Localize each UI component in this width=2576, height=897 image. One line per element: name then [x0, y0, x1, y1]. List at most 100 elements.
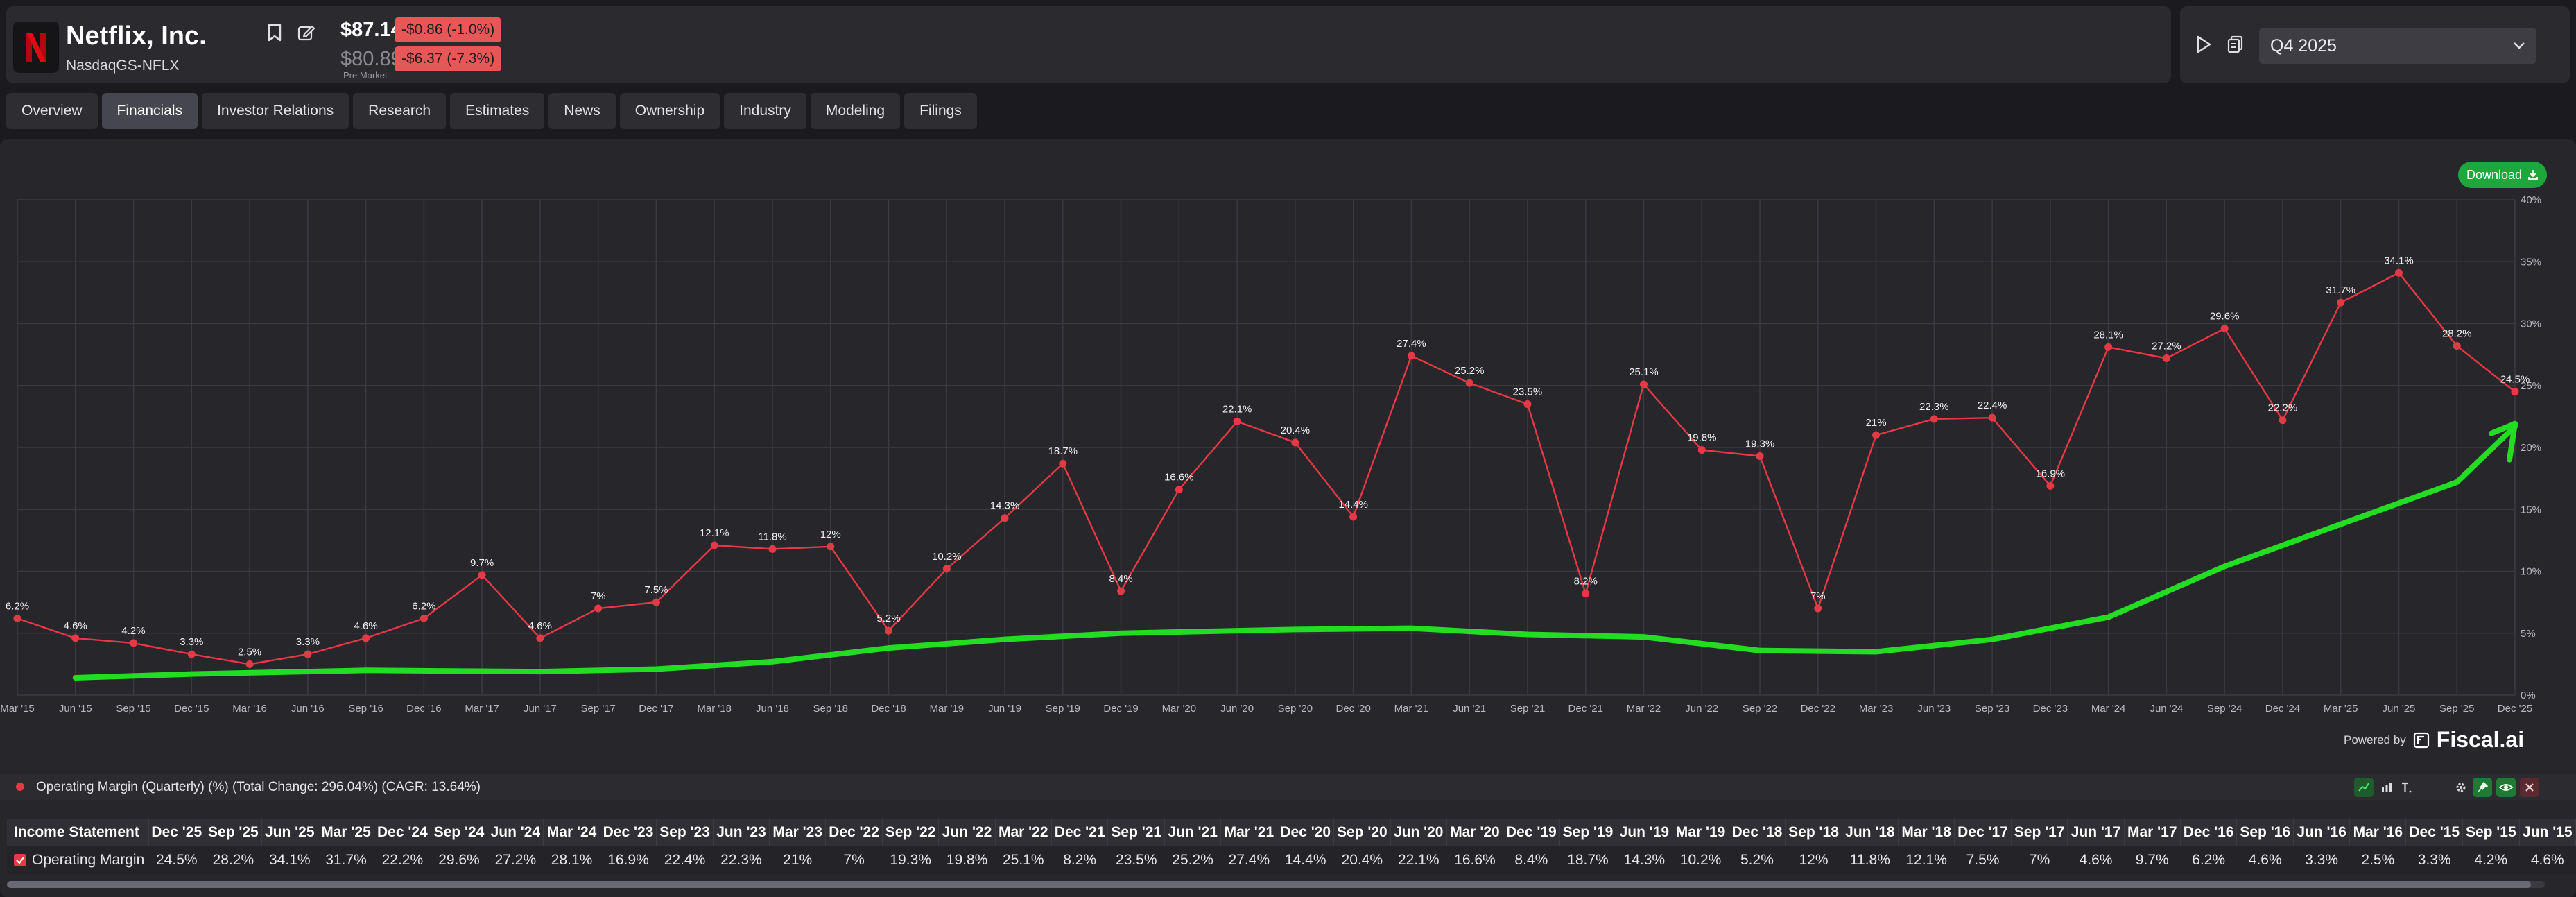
column-header[interactable]: Jun '22: [938, 819, 996, 846]
data-point[interactable]: [1582, 590, 1590, 598]
tab-industry[interactable]: Industry: [724, 93, 806, 129]
row-checkbox[interactable]: [14, 854, 26, 867]
column-header[interactable]: Mar '22: [995, 819, 1052, 846]
data-point[interactable]: [1756, 452, 1764, 460]
column-header[interactable]: Mar '25: [318, 819, 375, 846]
column-header[interactable]: Sep '17: [2011, 819, 2068, 846]
tab-financials[interactable]: Financials: [101, 93, 198, 129]
document-icon[interactable]: [2220, 29, 2251, 60]
column-header[interactable]: Mar '21: [1220, 819, 1278, 846]
column-header[interactable]: Jun '19: [1616, 819, 1673, 846]
data-point[interactable]: [478, 571, 486, 579]
data-point[interactable]: [594, 604, 603, 613]
edit-icon[interactable]: [291, 17, 322, 48]
tab-investor-relations[interactable]: Investor Relations: [202, 93, 349, 129]
gear-icon[interactable]: [2451, 778, 2471, 797]
data-point[interactable]: [304, 650, 312, 658]
data-point[interactable]: [2104, 343, 2113, 351]
eye-icon[interactable]: [2496, 778, 2516, 797]
column-header[interactable]: Dec '18: [1729, 819, 1786, 846]
period-select[interactable]: Q4 2025: [2259, 28, 2536, 64]
tab-news[interactable]: News: [548, 93, 616, 129]
column-header[interactable]: Dec '21: [1051, 819, 1109, 846]
row-label-cell[interactable]: Operating Margin: [7, 846, 148, 874]
column-header[interactable]: Jun '25: [261, 819, 318, 846]
column-header[interactable]: Dec '20: [1277, 819, 1335, 846]
data-point[interactable]: [1291, 438, 1299, 447]
data-point[interactable]: [827, 543, 835, 551]
scrollbar-thumb[interactable]: [7, 881, 2531, 888]
column-header[interactable]: Dec '17: [1954, 819, 2012, 846]
data-point[interactable]: [1697, 446, 1706, 454]
column-header[interactable]: Jun '17: [2067, 819, 2125, 846]
data-point[interactable]: [2394, 268, 2403, 277]
column-header[interactable]: Sep '16: [2236, 819, 2294, 846]
data-point[interactable]: [1930, 415, 1938, 423]
data-point[interactable]: [1117, 587, 1125, 595]
horizontal-scrollbar[interactable]: [7, 881, 2545, 888]
data-point[interactable]: [1465, 379, 1473, 387]
tab-filings[interactable]: Filings: [904, 93, 977, 129]
data-point[interactable]: [130, 639, 138, 647]
data-point[interactable]: [536, 634, 544, 642]
tab-modeling[interactable]: Modeling: [810, 93, 901, 129]
data-point[interactable]: [1872, 431, 1881, 439]
data-point[interactable]: [245, 660, 254, 668]
tab-estimates[interactable]: Estimates: [450, 93, 545, 129]
data-point[interactable]: [1814, 604, 1822, 613]
column-header[interactable]: Mar '24: [543, 819, 600, 846]
column-header[interactable]: Sep '22: [882, 819, 940, 846]
data-point[interactable]: [420, 614, 428, 622]
data-point[interactable]: [2162, 354, 2170, 362]
column-header[interactable]: Dec '25: [148, 819, 206, 846]
column-header[interactable]: Mar '19: [1672, 819, 1729, 846]
close-icon[interactable]: [2520, 778, 2539, 797]
column-header[interactable]: Mar '16: [2349, 819, 2407, 846]
column-header[interactable]: Sep '15: [2462, 819, 2520, 846]
column-header[interactable]: Mar '18: [1898, 819, 1955, 846]
tab-ownership[interactable]: Ownership: [619, 93, 720, 129]
bar-chart-icon[interactable]: [2377, 778, 2396, 797]
data-point[interactable]: [1059, 459, 1067, 468]
data-point[interactable]: [2511, 388, 2519, 396]
column-header[interactable]: Dec '24: [374, 819, 431, 846]
data-point[interactable]: [710, 541, 718, 549]
data-point[interactable]: [1001, 514, 1009, 522]
data-point[interactable]: [187, 650, 196, 658]
column-header[interactable]: Jun '20: [1390, 819, 1447, 846]
data-point[interactable]: [1175, 486, 1183, 494]
column-header[interactable]: Sep '18: [1785, 819, 1842, 846]
data-point[interactable]: [2337, 298, 2345, 307]
bookmark-icon[interactable]: [259, 17, 290, 48]
column-header[interactable]: Sep '23: [656, 819, 714, 846]
column-header[interactable]: Sep '24: [431, 819, 488, 846]
column-header[interactable]: Sep '19: [1559, 819, 1617, 846]
data-point[interactable]: [13, 614, 21, 622]
column-header[interactable]: Jun '23: [713, 819, 770, 846]
column-header[interactable]: Sep '21: [1107, 819, 1166, 846]
data-point[interactable]: [362, 634, 370, 642]
data-point[interactable]: [71, 634, 80, 642]
column-header[interactable]: Mar '23: [769, 819, 827, 846]
data-point[interactable]: [885, 626, 893, 635]
column-header[interactable]: Sep '20: [1333, 819, 1391, 846]
data-point[interactable]: [942, 565, 951, 573]
pin-icon[interactable]: [2473, 778, 2492, 797]
column-header[interactable]: Dec '16: [2180, 819, 2238, 846]
column-header[interactable]: Dec '19: [1503, 819, 1560, 846]
data-point[interactable]: [1407, 352, 1415, 360]
column-header[interactable]: Jun '24: [487, 819, 544, 846]
data-point[interactable]: [2453, 342, 2461, 350]
column-header[interactable]: Dec '15: [2405, 819, 2464, 846]
column-header[interactable]: Jun '16: [2293, 819, 2351, 846]
tab-research[interactable]: Research: [353, 93, 447, 129]
data-point[interactable]: [2046, 481, 2055, 490]
column-header[interactable]: Jun '18: [1842, 819, 1899, 846]
data-point[interactable]: [1988, 413, 1996, 422]
data-point[interactable]: [768, 545, 777, 553]
column-header[interactable]: Jun '21: [1164, 819, 1222, 846]
text-style-icon[interactable]: [2396, 778, 2416, 797]
data-point[interactable]: [2279, 416, 2287, 425]
data-point[interactable]: [1639, 380, 1648, 388]
line-chart-icon[interactable]: [2354, 778, 2374, 797]
